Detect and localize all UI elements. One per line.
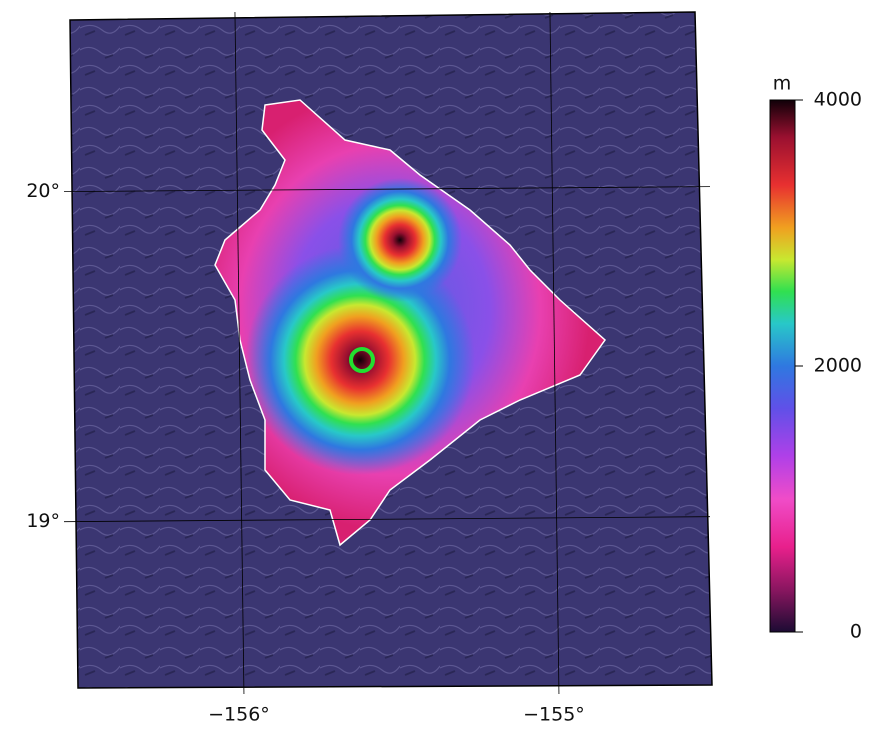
colorbar-tick-label: 4000 bbox=[814, 89, 862, 111]
colorbar-tick-label: 0 bbox=[850, 621, 862, 643]
colorbar-unit: m bbox=[773, 73, 792, 95]
lon-tick-label: −156° bbox=[208, 704, 270, 726]
lat-tick-label: 19° bbox=[26, 510, 60, 532]
colorbar bbox=[770, 100, 795, 632]
lon-tick-label: −155° bbox=[523, 704, 585, 726]
map-figure: m −156° −155° 20° 19° 0 2000 4000 bbox=[0, 0, 875, 730]
colorbar-tick-label: 2000 bbox=[814, 355, 862, 377]
lat-tick-label: 20° bbox=[26, 180, 60, 202]
